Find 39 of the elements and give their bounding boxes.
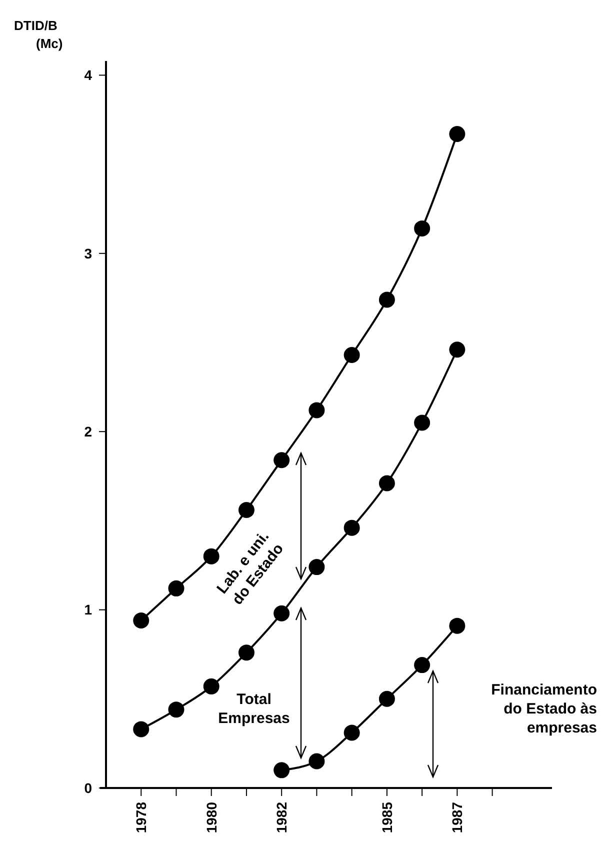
point: [449, 126, 466, 142]
y-axis-title: DTID/B (Mc): [14, 18, 63, 51]
point: [168, 702, 184, 718]
point: [378, 292, 395, 308]
y-tick-label: 1: [84, 602, 92, 618]
point: [308, 753, 325, 770]
point: [449, 342, 466, 358]
point: [308, 402, 325, 418]
x-tick-label: 1985: [378, 802, 395, 834]
point: [203, 678, 220, 694]
annotation: Financiamento do Estado às empresas: [491, 681, 597, 736]
point: [238, 502, 254, 518]
point: [203, 548, 220, 564]
point: [344, 346, 360, 363]
y-tick-label: 4: [84, 67, 92, 84]
point: [344, 724, 360, 741]
point: [414, 220, 430, 236]
point: [378, 690, 395, 707]
annotation: Total Empresas: [218, 690, 290, 727]
x-tick-label: 1980: [203, 802, 220, 834]
y-tick-label: 3: [84, 245, 92, 262]
point: [414, 657, 430, 674]
point: [414, 414, 430, 431]
point: [274, 605, 290, 622]
point: [133, 721, 150, 738]
point: [449, 618, 466, 634]
point: [168, 580, 184, 596]
y-tick-label: 2: [84, 424, 92, 440]
x-tick-label: 1987: [449, 802, 466, 834]
point: [274, 452, 290, 468]
point: [274, 762, 290, 778]
y-tick-label: 0: [84, 780, 92, 796]
point: [378, 475, 395, 492]
point: [133, 612, 150, 628]
point: [308, 559, 325, 576]
point: [238, 644, 254, 661]
point: [344, 520, 360, 536]
x-tick-label: 1982: [273, 802, 290, 834]
x-tick-label: 1978: [133, 802, 150, 834]
